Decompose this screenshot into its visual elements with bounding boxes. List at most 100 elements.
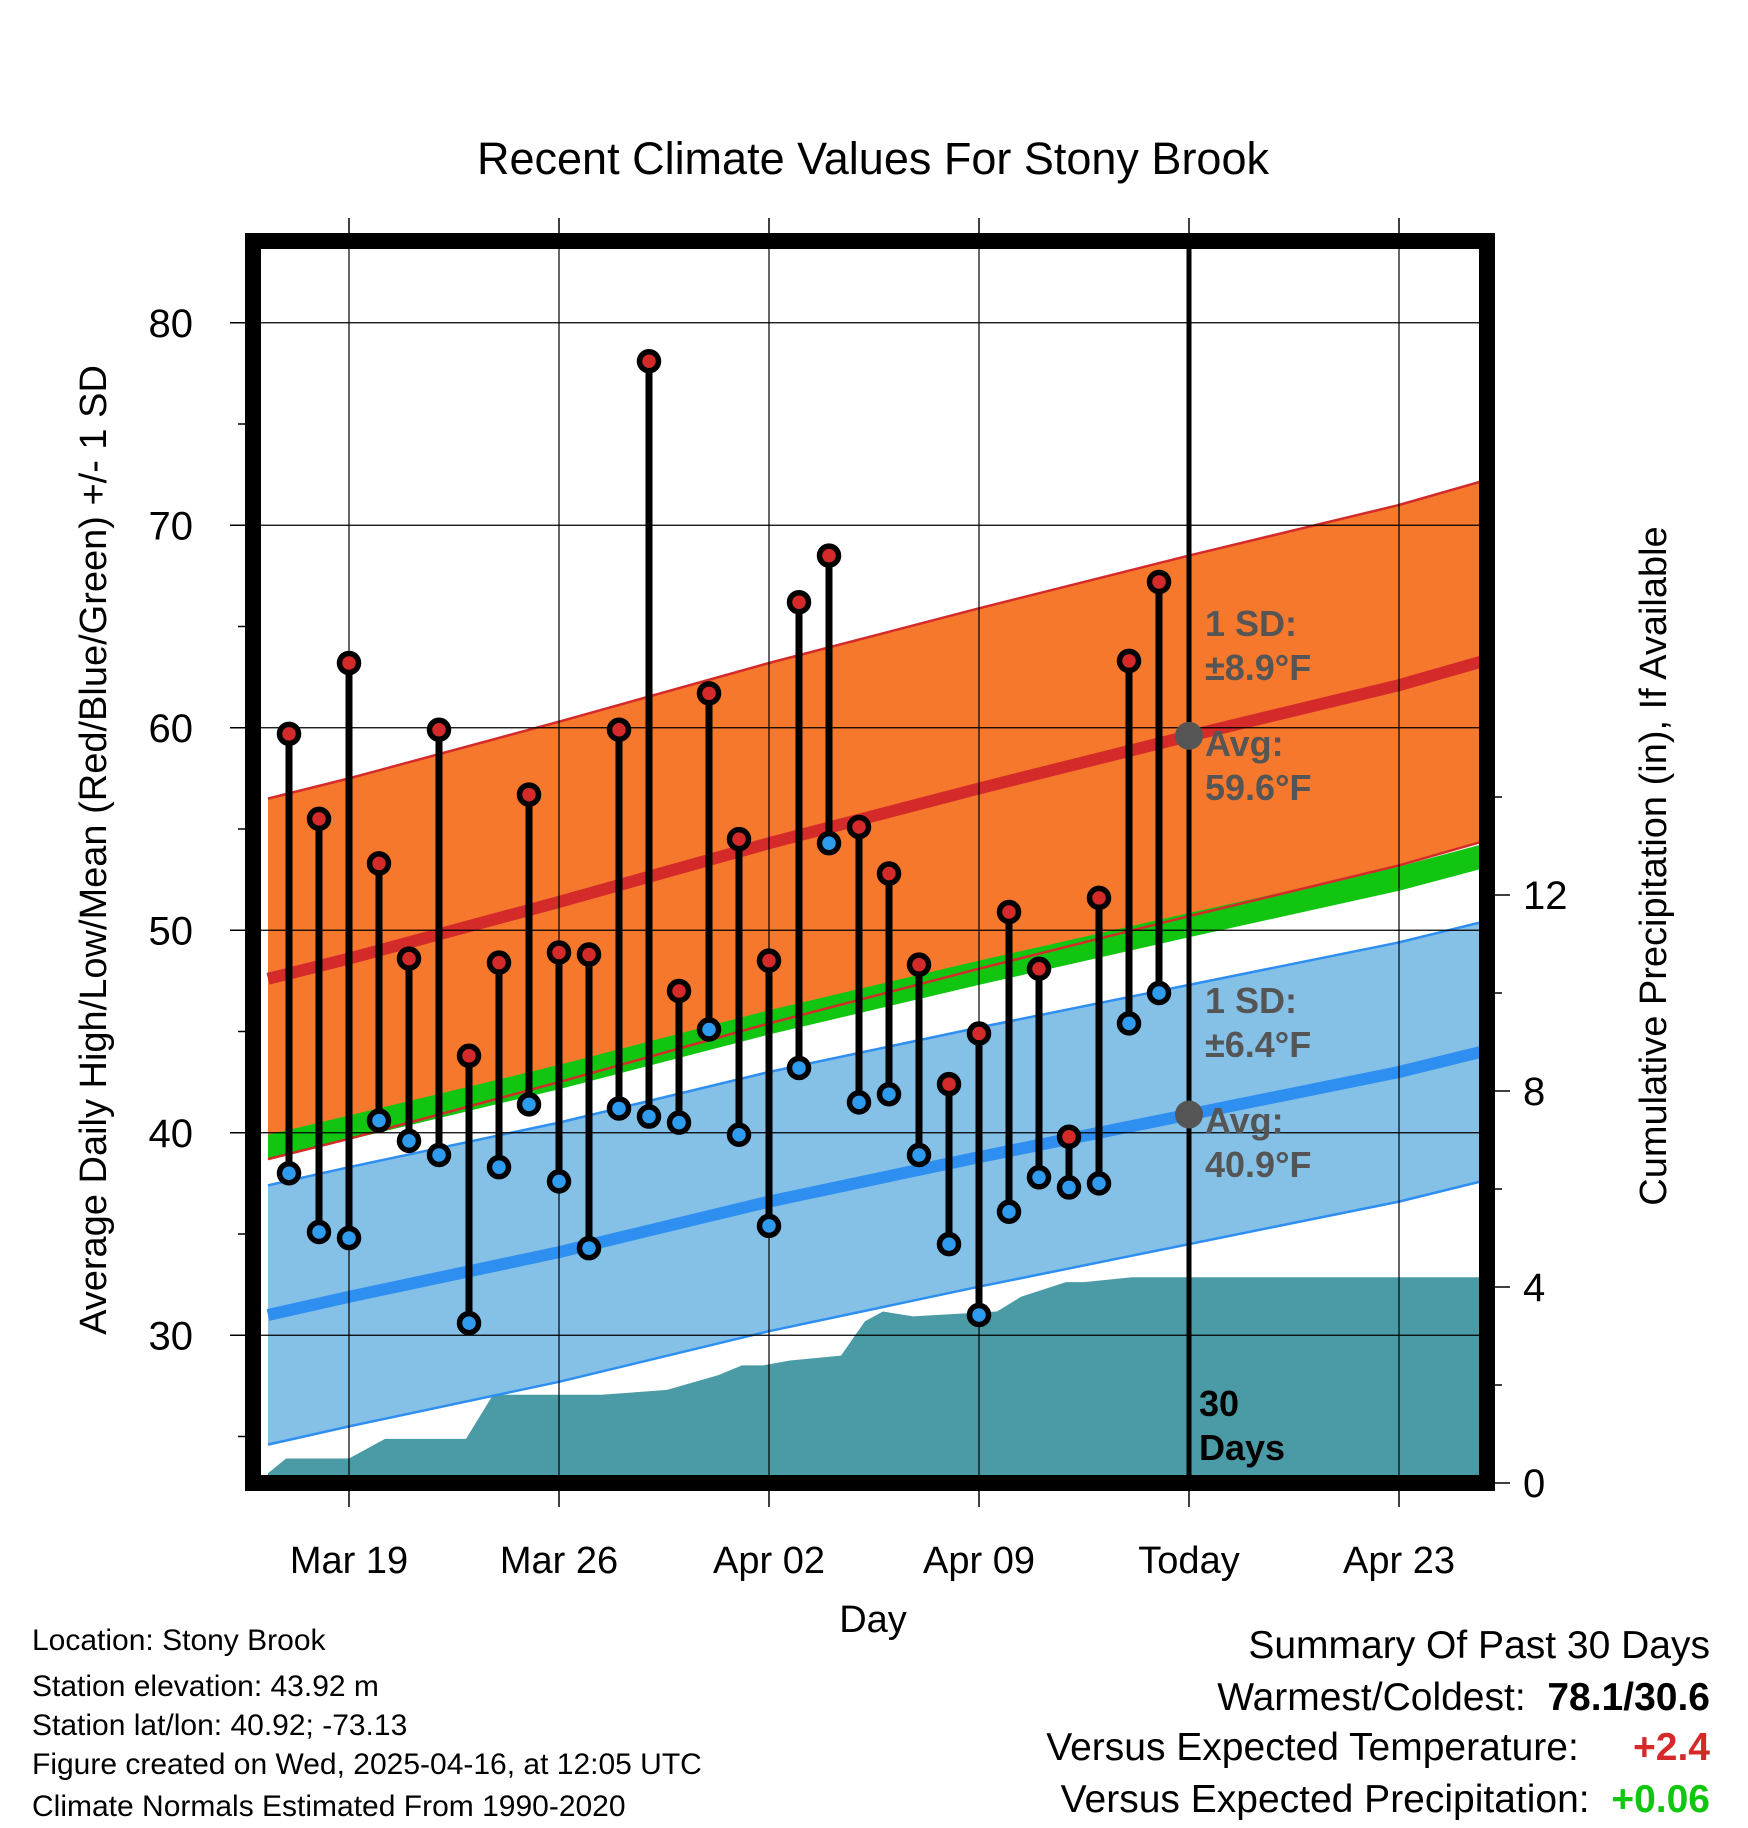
precip-label: Versus Expected Precipitation: [1060, 1778, 1590, 1821]
low-point [1086, 1171, 1112, 1196]
low-point [696, 1017, 722, 1042]
summary-warm-cold: Warmest/Coldest: 78.1/30.6 [1217, 1678, 1710, 1718]
low-point [366, 1108, 392, 1133]
y-tick-label: 70 [149, 504, 194, 548]
precip-value: +0.06 [1611, 1778, 1710, 1821]
low-point [336, 1225, 362, 1251]
low-point [1026, 1165, 1052, 1190]
high-point [1116, 648, 1142, 674]
summary-temp: Versus Expected Temperature: +2.4 [1046, 1728, 1710, 1768]
high-sd-value: ±8.9°F [1205, 647, 1311, 688]
x-axis-label: Day [839, 1599, 907, 1641]
low-point [456, 1310, 482, 1336]
low-point [966, 1302, 992, 1328]
high-avg-value: 59.6°F [1205, 767, 1311, 808]
location-text: Location: Stony Brook [32, 1624, 326, 1657]
low-point [1116, 1011, 1142, 1036]
low-point [666, 1110, 692, 1135]
high-avg-marker [1175, 721, 1203, 750]
low-point [786, 1055, 812, 1081]
y-tick-label: 50 [149, 909, 194, 953]
mean-normal-band [268, 844, 1480, 1160]
high-point [1146, 569, 1172, 595]
y2-tick-label: 0 [1523, 1462, 1545, 1506]
low-point [576, 1235, 602, 1261]
created-text: Figure created on Wed, 2025-04-16, at 12… [32, 1748, 702, 1781]
high-point [1056, 1124, 1082, 1150]
x-tick-label: Apr 02 [713, 1540, 825, 1582]
low-point [516, 1092, 542, 1117]
high-point [366, 851, 392, 876]
high-upper-sd-line [267, 480, 1480, 800]
high-point [1086, 885, 1112, 911]
low-point [846, 1090, 872, 1115]
high-point [516, 782, 542, 807]
y-tick-label: 30 [149, 1314, 194, 1358]
low-sd-value: ±6.4°F [1205, 1024, 1311, 1065]
low-upper-sd-line [267, 921, 1480, 1187]
x-tick-label: Apr 23 [1343, 1540, 1455, 1582]
high-point [936, 1071, 962, 1097]
high-point [576, 942, 602, 967]
low-point [606, 1096, 632, 1121]
high-point [696, 681, 722, 706]
y2-tick-label: 8 [1523, 1070, 1545, 1114]
low-point [726, 1122, 752, 1148]
low-point [1146, 980, 1172, 1006]
low-point [636, 1104, 662, 1129]
low-avg-value: 40.9°F [1205, 1144, 1311, 1185]
x-tick-label: Today [1138, 1540, 1239, 1582]
warm-cold-label: Warmest/Coldest: [1217, 1676, 1526, 1719]
low-point [816, 830, 842, 856]
high-point [756, 948, 782, 973]
high-sd-label: 1 SD: [1205, 603, 1297, 644]
warm-cold-value: 78.1/30.6 [1547, 1676, 1710, 1719]
high-point [276, 721, 302, 747]
high-point [906, 952, 932, 977]
low-point [546, 1169, 572, 1194]
y-tick-label: 80 [149, 302, 194, 346]
y2-tick-label: 4 [1523, 1266, 1545, 1310]
low-point [306, 1219, 332, 1245]
low-point [876, 1082, 902, 1107]
high-point [876, 861, 902, 886]
low-point [276, 1161, 302, 1186]
low-avg-marker [1175, 1100, 1203, 1129]
precip-area [268, 1277, 1480, 1477]
high-point [996, 899, 1022, 925]
chart-title: Recent Climate Values For Stony Brook [477, 133, 1270, 184]
x-tick-label: Apr 09 [923, 1540, 1035, 1582]
high-point [336, 650, 362, 676]
elevation-text: Station elevation: 43.92 m [32, 1670, 379, 1703]
summary-heading: Summary Of Past 30 Days [1248, 1624, 1710, 1667]
high-point [456, 1043, 482, 1069]
low-point [486, 1154, 512, 1180]
temp-value: +2.4 [1633, 1726, 1710, 1769]
high-point [306, 806, 332, 832]
low-point [756, 1213, 782, 1239]
y-tick-label: 40 [149, 1112, 194, 1156]
low-point [996, 1199, 1022, 1224]
days-count-label: 30 [1199, 1383, 1239, 1424]
high-avg-line [266, 655, 1480, 985]
high-point [846, 814, 872, 840]
y2-tick-label: 12 [1523, 874, 1568, 918]
high-point [396, 946, 422, 971]
high-point [1026, 956, 1052, 981]
low-lower-sd-line [267, 1180, 1480, 1446]
low-point [426, 1142, 452, 1168]
low-point [1056, 1175, 1082, 1200]
low-avg-line [266, 1045, 1480, 1321]
high-point [636, 348, 662, 374]
high-point [426, 717, 452, 743]
latlon-text: Station lat/lon: 40.92; -73.13 [32, 1709, 408, 1742]
high-point [666, 978, 692, 1004]
high-point [816, 543, 842, 568]
x-tick-label: Mar 19 [290, 1540, 408, 1582]
y-axis-label: Average Daily High/Low/Mean (Red/Blue/Gr… [73, 365, 115, 1335]
high-point [786, 589, 812, 615]
y2-axis-label: Cumulative Precipitation (in), If Availa… [1633, 526, 1675, 1205]
high-point [966, 1021, 992, 1046]
